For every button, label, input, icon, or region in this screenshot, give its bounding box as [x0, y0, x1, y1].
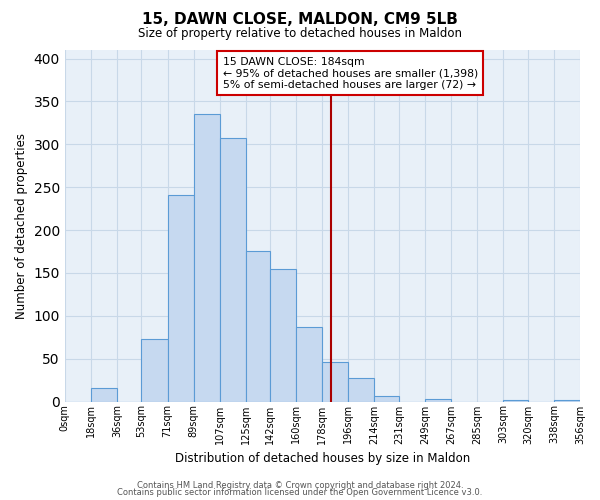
- Bar: [374, 396, 399, 402]
- Text: Contains HM Land Registry data © Crown copyright and database right 2024.: Contains HM Land Registry data © Crown c…: [137, 480, 463, 490]
- Text: 15 DAWN CLOSE: 184sqm
← 95% of detached houses are smaller (1,398)
5% of semi-de: 15 DAWN CLOSE: 184sqm ← 95% of detached …: [223, 57, 478, 90]
- Bar: [554, 400, 580, 402]
- Y-axis label: Number of detached properties: Number of detached properties: [15, 133, 28, 319]
- Bar: [167, 195, 194, 402]
- Bar: [194, 114, 220, 402]
- Bar: [349, 378, 374, 402]
- Bar: [270, 268, 296, 402]
- Text: 15, DAWN CLOSE, MALDON, CM9 5LB: 15, DAWN CLOSE, MALDON, CM9 5LB: [142, 12, 458, 28]
- Text: Contains public sector information licensed under the Open Government Licence v3: Contains public sector information licen…: [118, 488, 482, 497]
- Bar: [245, 250, 270, 402]
- Bar: [142, 339, 167, 402]
- Bar: [503, 400, 528, 402]
- Bar: [425, 399, 451, 402]
- Bar: [296, 327, 322, 402]
- Text: Size of property relative to detached houses in Maldon: Size of property relative to detached ho…: [138, 28, 462, 40]
- X-axis label: Distribution of detached houses by size in Maldon: Distribution of detached houses by size …: [175, 452, 470, 465]
- Bar: [322, 362, 349, 402]
- Bar: [220, 138, 245, 402]
- Bar: [91, 388, 117, 402]
